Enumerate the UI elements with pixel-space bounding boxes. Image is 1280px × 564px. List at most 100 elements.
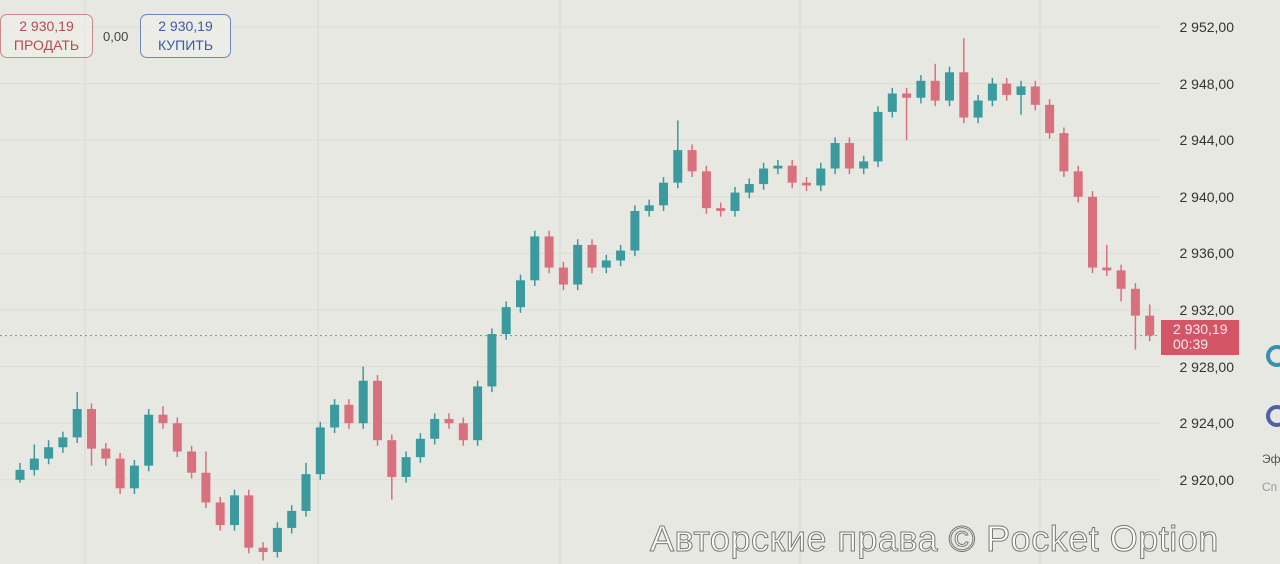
candle-body [430, 418, 440, 439]
candle-body [830, 143, 840, 169]
candle-body [644, 205, 654, 211]
y-tick-label: 2 940,00 [1179, 188, 1235, 205]
candle-body [87, 409, 96, 449]
side-label: Сп [1262, 480, 1278, 494]
buy-button[interactable]: 2 930,19 КУПИТЬ [140, 14, 231, 58]
buy-label: КУПИТЬ [157, 37, 214, 53]
candle-body [115, 458, 125, 489]
candle-body [72, 409, 82, 438]
candle-body [601, 260, 611, 268]
side-circle-button[interactable] [1266, 345, 1280, 367]
candle-body [573, 244, 583, 285]
candle-body [144, 414, 154, 466]
candle-body [301, 474, 311, 511]
candle-body [816, 168, 826, 186]
candle-body [873, 111, 883, 162]
candle-body [616, 250, 626, 261]
candle-body [844, 143, 854, 169]
y-tick-label: 2 924,00 [1179, 415, 1235, 432]
candle-body [987, 83, 997, 101]
y-tick-label: 2 928,00 [1179, 358, 1235, 375]
sell-label: ПРОДАТЬ [13, 37, 80, 53]
candle-body [787, 165, 797, 183]
candle-body [230, 495, 239, 526]
candle-body [1030, 86, 1040, 105]
candle-body [659, 182, 668, 206]
candle-body [487, 334, 497, 387]
candle-body [1045, 104, 1055, 134]
candle-body [287, 510, 297, 528]
candle-body [530, 236, 540, 281]
candle-body [187, 451, 197, 473]
y-tick-label: 2 948,00 [1179, 75, 1235, 92]
candle-body [330, 404, 340, 428]
candle-body [716, 208, 726, 211]
candle-body [516, 280, 525, 308]
candle-body [29, 458, 39, 470]
candle-body [272, 527, 282, 552]
candle-body [1130, 288, 1140, 316]
candle-body [1073, 171, 1083, 197]
candle-body [172, 423, 182, 452]
candle-body [15, 469, 25, 480]
candle-body [1102, 267, 1112, 271]
candle-body [945, 72, 954, 101]
candle-body [1088, 196, 1097, 268]
candle-body [215, 502, 225, 526]
y-tick-label: 2 936,00 [1179, 245, 1235, 262]
candle-body [859, 161, 869, 169]
y-tick-label: 2 920,00 [1179, 471, 1235, 488]
candle-body [802, 182, 811, 186]
candle-body [158, 414, 168, 424]
candle-body [1002, 83, 1012, 95]
candle-body [673, 150, 683, 183]
candle-body [630, 210, 640, 251]
candle-body [473, 386, 483, 441]
spread-value: 0,00 [103, 29, 129, 44]
candle-body [773, 165, 783, 169]
candle-body [501, 307, 511, 335]
candle-body [687, 150, 697, 172]
candle-body [930, 80, 940, 101]
candle-body [129, 465, 139, 489]
sell-button[interactable]: 2 930,19 ПРОДАТЬ [0, 14, 93, 58]
y-tick-label: 2 932,00 [1179, 302, 1235, 318]
candle-body [458, 423, 468, 441]
candle-body [315, 427, 325, 475]
candle-body [373, 380, 382, 441]
candle-body [887, 93, 897, 112]
current-price-tag: 2 930,19 00:39 [1161, 320, 1239, 355]
candle-body [101, 448, 111, 459]
candle-body [1116, 270, 1126, 289]
candle-body [730, 192, 740, 211]
candle-body [401, 457, 411, 477]
candle-body [1016, 86, 1026, 95]
sell-price: 2 930,19 [19, 18, 74, 34]
candle-body [544, 236, 554, 268]
candle-body [1059, 133, 1069, 172]
candle-body [344, 404, 354, 424]
candle-body [759, 168, 769, 185]
y-tick-label: 2 952,00 [1179, 19, 1235, 35]
candle-body [244, 495, 254, 548]
candle-body [387, 440, 397, 477]
side-circle-button[interactable] [1266, 405, 1280, 427]
candle-body [902, 93, 912, 98]
candle-body [358, 380, 368, 424]
candle-body [415, 438, 425, 458]
candle-body [444, 418, 454, 424]
candle-body [959, 72, 969, 118]
candle-body [916, 80, 926, 98]
candle-body [58, 437, 68, 448]
candle-body [973, 100, 983, 118]
candle-body [1145, 315, 1155, 336]
side-label: Эф [1262, 452, 1280, 466]
current-price-value: 2 930,19 [1173, 321, 1228, 337]
candle-body [258, 547, 268, 552]
candle-body [44, 447, 54, 459]
candle-body [701, 171, 711, 209]
buy-price: 2 930,19 [158, 18, 213, 34]
candle-body [587, 244, 597, 268]
candle-body [201, 472, 211, 503]
